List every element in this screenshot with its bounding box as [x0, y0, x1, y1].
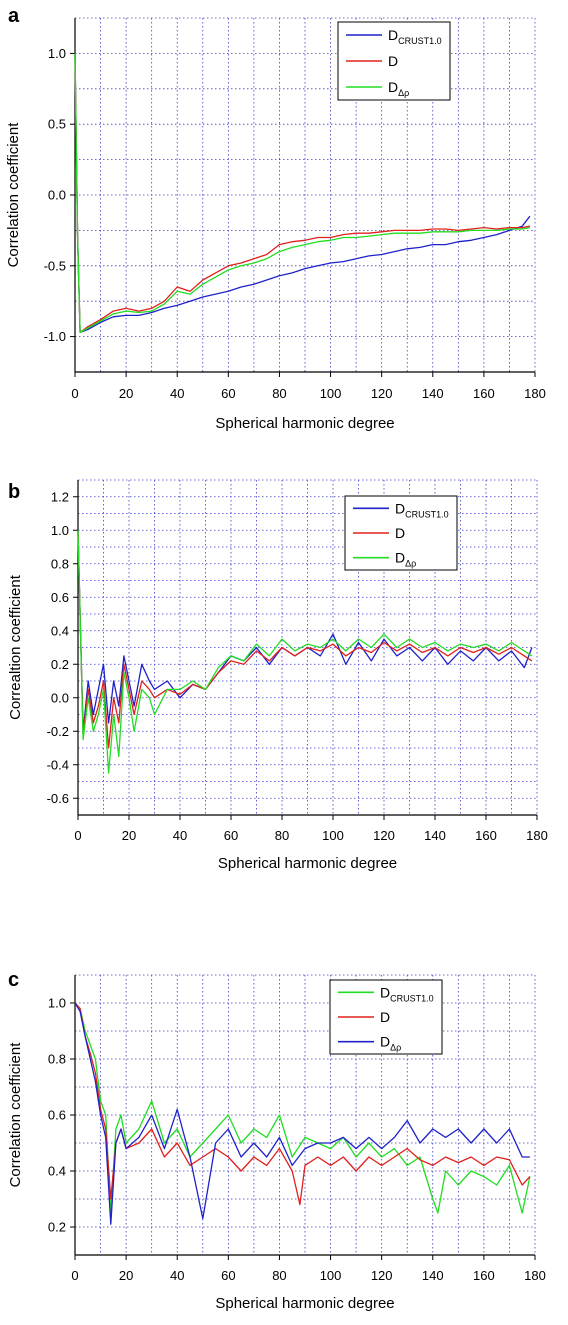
x-tick-label: 80 — [272, 386, 286, 401]
legend-label-subscript: CRUST1.0 — [390, 993, 434, 1003]
y-tick-label: -0.2 — [47, 724, 69, 739]
y-tick-label: 0.4 — [51, 623, 69, 638]
y-tick-label: 1.0 — [51, 523, 69, 538]
x-tick-label: 60 — [221, 386, 235, 401]
legend-label: D — [395, 525, 405, 541]
x-tick-label: 120 — [371, 386, 393, 401]
series-line-1 — [74, 53, 531, 334]
legend-label-subscript: Δρ — [390, 1043, 401, 1053]
x-tick-label: 80 — [272, 1268, 286, 1283]
legend-label: D — [388, 53, 398, 69]
series-line-3 — [74, 53, 531, 334]
x-tick-label: 160 — [473, 1268, 495, 1283]
y-tick-label: 0.8 — [51, 556, 69, 571]
y-tick-label: 0.8 — [48, 1052, 66, 1067]
x-tick-label: 100 — [320, 1268, 342, 1283]
series-line-1 — [77, 530, 533, 732]
y-tick-label: 0.2 — [48, 1220, 66, 1235]
x-tick-label: 100 — [322, 828, 344, 843]
series-line-1 — [74, 1002, 531, 1214]
y-tick-label: 0.0 — [51, 690, 69, 705]
x-tick-label: 20 — [119, 1268, 133, 1283]
panel-letter: c — [8, 969, 19, 991]
legend-label-subscript: CRUST1.0 — [405, 509, 449, 519]
y-tick-label: 0.6 — [48, 1108, 66, 1123]
y-tick-label: -0.6 — [47, 791, 69, 806]
y-tick-label: 0.2 — [51, 657, 69, 672]
x-tick-label: 120 — [373, 828, 395, 843]
x-tick-label: 40 — [170, 386, 184, 401]
x-tick-label: 20 — [122, 828, 136, 843]
x-axis-title: Spherical harmonic degree — [218, 855, 397, 872]
legend-label: D — [380, 1009, 390, 1025]
y-axis-title: Correlation coefficient — [7, 1042, 24, 1188]
y-axis-title: Correaltion coefficient — [7, 574, 24, 720]
y-tick-label: 1.0 — [48, 996, 66, 1011]
legend-label-subscript: Δρ — [398, 88, 409, 98]
x-tick-label: 100 — [320, 386, 342, 401]
grid — [75, 17, 536, 373]
x-axis-title: Spherical harmonic degree — [215, 1295, 394, 1312]
x-axis-title: Spherical harmonic degree — [215, 415, 394, 432]
x-tick-label: 0 — [74, 828, 81, 843]
x-tick-label: 160 — [473, 386, 495, 401]
panel-c: c 0 20 40 60 80 100 120 140 160 180 0.2 0.4 0.6 0.8 1.0… — [7, 969, 546, 1312]
y-tick-label: 1.2 — [51, 489, 69, 504]
y-tick-label: 0.0 — [48, 188, 66, 203]
x-tick-label: 180 — [524, 386, 546, 401]
panel-letter: a — [8, 5, 20, 27]
x-tick-label: 0 — [71, 1268, 78, 1283]
y-tick-label: 0.6 — [51, 590, 69, 605]
x-tick-label: 140 — [422, 1268, 444, 1283]
x-tick-label: 160 — [475, 828, 497, 843]
y-tick-label: 0.5 — [48, 117, 66, 132]
x-tick-label: 80 — [275, 828, 289, 843]
legend-label-subscript: CRUST1.0 — [398, 36, 442, 46]
x-tick-label: 40 — [170, 1268, 184, 1283]
series-line-3 — [77, 530, 533, 774]
series-line-2 — [74, 53, 531, 334]
x-tick-label: 120 — [371, 1268, 393, 1283]
x-tick-label: 0 — [71, 386, 78, 401]
x-tick-label: 60 — [221, 1268, 235, 1283]
x-tick-label: 20 — [119, 386, 133, 401]
legend-label-subscript: Δρ — [405, 559, 416, 569]
x-tick-label: 140 — [422, 386, 444, 401]
x-tick-label: 140 — [424, 828, 446, 843]
y-tick-label: -0.4 — [47, 757, 69, 772]
y-tick-label: 1.0 — [48, 46, 66, 61]
x-tick-label: 180 — [526, 828, 548, 843]
y-tick-label: 0.4 — [48, 1164, 66, 1179]
y-tick-label: -1.0 — [44, 329, 66, 344]
series-line-3 — [74, 1002, 530, 1225]
panel-a: a 0 20 40 60 80 100 120 140 160 180 -1.0 -0.5 0.0 0.5 1… — [5, 5, 546, 432]
series-line-2 — [77, 530, 533, 749]
panel-letter: b — [8, 481, 20, 503]
x-tick-label: 60 — [224, 828, 238, 843]
panel-b: b 0 20 40 60 80 100 120 140 160 180 -0.6 -0.4 -0.2 0.0… — [7, 479, 548, 872]
series-line-2 — [74, 1002, 531, 1206]
y-tick-label: -0.5 — [44, 258, 66, 273]
y-axis-title: Correlation coefficient — [5, 122, 22, 268]
x-tick-label: 40 — [173, 828, 187, 843]
x-tick-label: 180 — [524, 1268, 546, 1283]
